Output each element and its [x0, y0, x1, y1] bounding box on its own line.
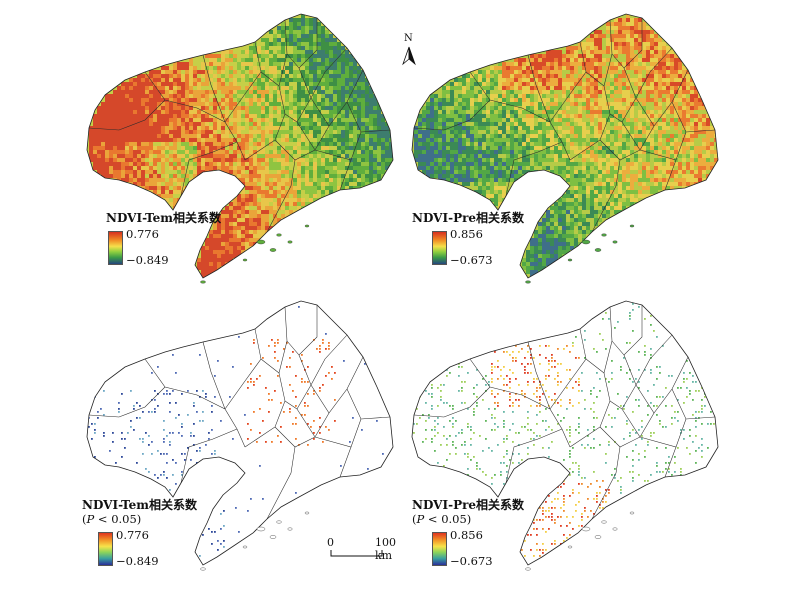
province-fill	[412, 301, 718, 565]
islands	[200, 224, 310, 284]
legend-max-value: 0.856	[450, 227, 483, 241]
province-outline	[86, 300, 394, 566]
north-label: N	[404, 33, 413, 44]
color-ramp	[108, 231, 123, 265]
legend-title: NDVI-Pre相关系数	[412, 211, 525, 225]
legend-tem: NDVI-Tem相关系数 0.776 −0.849	[106, 211, 246, 271]
raster-layer	[89, 14, 393, 278]
province-outline	[411, 300, 719, 566]
legend-title: NDVI-Tem相关系数	[106, 211, 221, 225]
map-tem-svg	[86, 13, 394, 284]
color-ramp	[432, 231, 447, 265]
legend-tem-sig: NDVI-Tem相关系数 (P < 0.05) 0.776 −0.849	[82, 498, 232, 570]
province-outline	[86, 13, 394, 279]
province-outline	[411, 13, 719, 279]
legend-title: NDVI-Tem相关系数	[82, 498, 197, 512]
raster-layer	[88, 306, 384, 557]
color-ramp	[432, 532, 447, 566]
scale-bar-line	[330, 550, 383, 557]
legend-title: NDVI-Pre相关系数	[412, 498, 525, 512]
raster-layer	[413, 303, 715, 557]
map-pre-svg	[411, 13, 719, 284]
scale-end-label: 100 km	[375, 536, 396, 562]
legend-min-value: −0.673	[450, 253, 493, 267]
scale-start-label: 0	[327, 536, 334, 549]
islands	[525, 224, 635, 284]
legend-min-value: −0.673	[450, 554, 493, 568]
legend-max-value: 0.856	[450, 528, 483, 542]
map-tem-sig-svg	[86, 300, 394, 571]
legend-min-value: −0.849	[126, 253, 169, 267]
north-arrow-icon	[402, 46, 416, 66]
map-panel-pre-sig	[410, 297, 720, 572]
city-boundaries	[413, 305, 716, 520]
legend-pre-sig: NDVI-Pre相关系数 (P < 0.05) 0.856 −0.673	[412, 498, 562, 570]
p-symbol: P	[416, 512, 425, 526]
city-boundaries	[88, 18, 391, 233]
map-panel-tem	[85, 10, 395, 285]
city-boundaries	[88, 305, 391, 520]
north-arrow: N	[400, 33, 420, 67]
legend-max-value: 0.776	[116, 528, 149, 542]
islands	[200, 511, 310, 571]
p-symbol: P	[86, 512, 95, 526]
map-panel-pre	[410, 10, 720, 285]
map-panel-tem-sig	[85, 297, 395, 572]
legend-pre: NDVI-Pre相关系数 0.856 −0.673	[412, 211, 552, 271]
legend-max-value: 0.776	[126, 227, 159, 241]
legend-min-value: −0.849	[116, 554, 159, 568]
scale-bar: 0 100 km	[325, 536, 415, 562]
province-fill	[87, 301, 393, 565]
raster-layer	[414, 14, 718, 278]
map-pre-sig-svg	[411, 300, 719, 571]
color-ramp	[98, 532, 113, 566]
city-boundaries	[413, 18, 716, 233]
islands	[525, 511, 635, 571]
legend-significance: (P < 0.05)	[82, 512, 142, 526]
legend-significance: (P < 0.05)	[412, 512, 472, 526]
